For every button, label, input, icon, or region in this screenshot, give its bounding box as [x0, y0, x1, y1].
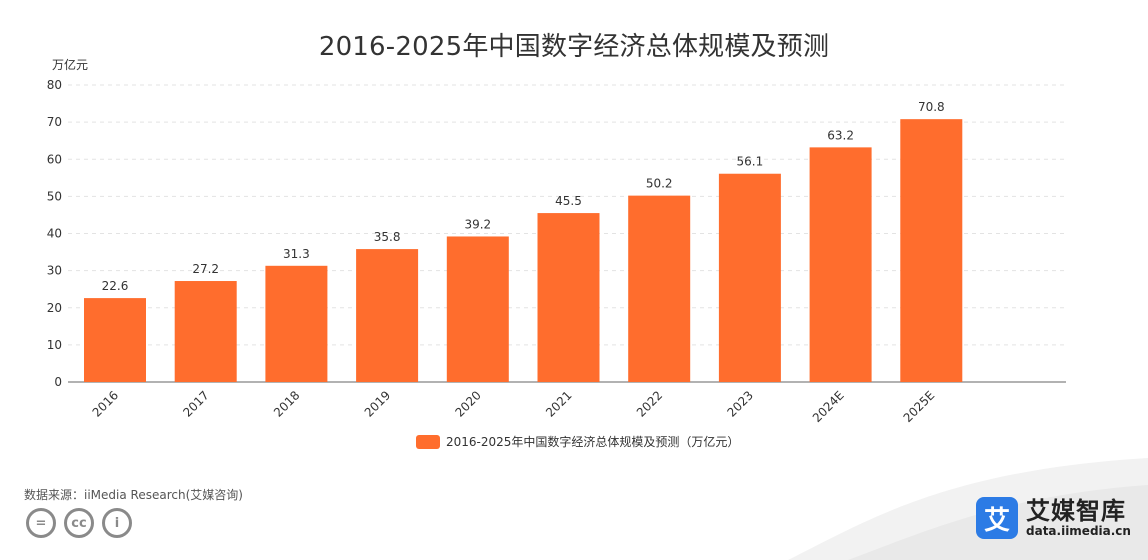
equals-icon: = [26, 508, 56, 538]
bar[interactable] [809, 147, 872, 382]
bar[interactable] [446, 236, 509, 382]
x-tick-label: 2017 [180, 388, 211, 419]
person-icon: i [102, 508, 132, 538]
license-icons: = cc i [26, 508, 132, 538]
bar[interactable] [537, 213, 600, 382]
bar[interactable] [900, 119, 963, 382]
legend-label: 2016-2025年中国数字经济总体规模及预测（万亿元） [446, 435, 740, 449]
y-tick-label: 60 [47, 152, 62, 166]
cc-icon: cc [64, 508, 94, 538]
y-tick-label: 20 [47, 301, 62, 315]
bar-value-label: 27.2 [192, 262, 219, 276]
x-tick-label: 2019 [362, 388, 393, 419]
x-tick-label: 2021 [543, 388, 574, 419]
bar-value-label: 35.8 [374, 230, 401, 244]
x-tick-label: 2024E [810, 388, 847, 425]
x-tick-label: 2025E [901, 388, 938, 425]
legend[interactable]: 2016-2025年中国数字经济总体规模及预测（万亿元） [416, 433, 739, 450]
y-tick-label: 40 [47, 227, 62, 241]
bar[interactable] [265, 265, 328, 382]
y-tick-label: 70 [47, 115, 62, 129]
x-tick-label: 2022 [634, 388, 665, 419]
bar-value-label: 50.2 [646, 177, 673, 191]
bar-value-label: 56.1 [737, 155, 764, 169]
brand-name: 艾媒智库 [1026, 497, 1126, 526]
y-tick-label: 30 [47, 264, 62, 278]
bar[interactable] [356, 249, 419, 382]
chart-title: 2016-2025年中国数字经济总体规模及预测 [318, 32, 830, 62]
bar-value-label: 63.2 [827, 128, 854, 142]
y-tick-label: 0 [54, 375, 62, 389]
bar-chart: 0 10 20 30 40 50 60 70 80 22.6 27.2 31.3 35.8 39.2 45… [47, 78, 1066, 425]
y-tick-label: 80 [47, 78, 62, 92]
x-tick-label: 2018 [271, 388, 302, 419]
brand-logo: 艾 艾媒智库 data.iimedia.cn [976, 497, 1131, 539]
x-tick-label: 2020 [452, 388, 483, 419]
y-tick-label: 50 [47, 189, 62, 203]
iimedia-logo-icon: 艾 [976, 497, 1018, 539]
bar-value-label: 22.6 [102, 279, 129, 293]
bar[interactable] [718, 173, 781, 382]
y-tick-label: 10 [47, 338, 62, 352]
x-tick-label: 2023 [725, 388, 756, 419]
y-axis-unit-label: 万亿元 [52, 58, 89, 72]
legend-swatch [416, 434, 440, 449]
bar-value-label: 31.3 [283, 247, 310, 261]
bar-value-label: 45.5 [555, 194, 582, 208]
bar[interactable] [174, 281, 237, 382]
bar[interactable] [84, 298, 146, 382]
x-tick-label: 2016 [90, 388, 121, 419]
bar-value-label: 39.2 [464, 217, 491, 231]
source-note: 数据来源：iiMedia Research(艾媒咨询) [24, 488, 243, 502]
bar-value-label: 70.8 [918, 100, 945, 114]
bar[interactable] [628, 195, 691, 382]
brand-url: data.iimedia.cn [1026, 523, 1131, 538]
